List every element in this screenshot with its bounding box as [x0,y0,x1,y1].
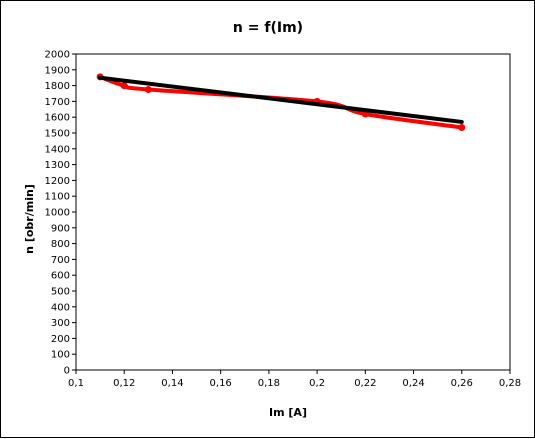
y-tick-label: 100 [51,350,70,361]
x-tick-label: 0,2 [309,378,325,389]
series-line-1 [98,75,464,124]
data-point [144,86,152,94]
y-axis-ticks: 0 100 200 300 400 500 600 700 800 900 1000 1100 1200… [45,50,76,377]
plot-border [75,53,511,371]
x-tick-label: 0,22 [354,378,376,389]
y-tick-label: 900 [51,223,70,234]
y-tick-label: 1000 [45,208,70,219]
y-tick-label: 500 [51,287,70,298]
series-group [96,73,466,131]
y-tick-label: 1600 [45,113,70,124]
y-tick-label: 2000 [45,50,70,61]
y-tick-label: 400 [51,302,70,313]
y-tick-label: 1300 [45,160,70,171]
y-tick-label: 1800 [45,81,70,92]
y-tick-label: 800 [51,239,70,250]
chart-title: n = f(Im) [233,20,303,36]
x-tick-label: 0,1 [68,378,84,389]
y-tick-label: 1500 [45,129,70,140]
x-tick-label: 0,26 [451,378,473,389]
x-tick-label: 0,14 [161,378,183,389]
x-tick-label: 0,16 [210,378,232,389]
y-tick-label: 1400 [45,144,70,155]
data-point [458,123,466,131]
x-tick-label: 0,12 [113,378,135,389]
y-tick-label: 1100 [45,192,70,203]
y-tick-label: 700 [51,255,70,266]
x-tick-label: 0,28 [499,378,521,389]
plot-area: 0 100 200 300 400 500 600 700 800 900 1000 1100 1200… [45,50,522,390]
y-tick-label: 0 [64,366,70,377]
y-tick-label: 200 [51,334,70,345]
data-point [120,82,128,90]
y-tick-label: 1900 [45,65,70,76]
y-axis-label: n [obr/min] [23,184,36,254]
x-axis-ticks: 0,1 0,12 0,14 0,16 0,18 0,2 0,22 0,24 0,26 0,28 [68,370,521,389]
x-axis-label: Im [A] [269,406,307,419]
y-tick-label: 1700 [45,97,70,108]
x-tick-label: 0,18 [258,378,280,389]
x-tick-label: 0,24 [402,378,424,389]
y-tick-label: 300 [51,318,70,329]
y-tick-label: 600 [51,271,70,282]
y-tick-label: 1200 [45,176,70,187]
